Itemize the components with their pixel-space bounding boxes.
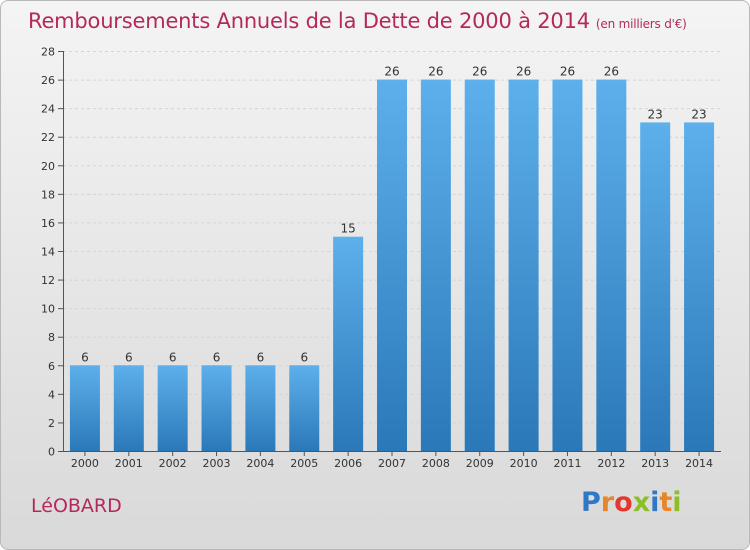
x-tick-label: 2004 bbox=[246, 457, 274, 470]
x-tick-label: 2006 bbox=[334, 457, 362, 470]
y-tick-label: 6 bbox=[48, 360, 55, 373]
bar-value-label: 6 bbox=[125, 350, 133, 364]
bar-value-label: 6 bbox=[300, 350, 308, 364]
bar-value-label: 15 bbox=[340, 222, 355, 236]
bar-value-label: 6 bbox=[169, 350, 177, 364]
logo-letter: t bbox=[659, 487, 673, 518]
bar bbox=[596, 79, 627, 452]
y-tick-label: 2 bbox=[48, 417, 55, 430]
bar bbox=[684, 122, 715, 451]
y-tick-label: 22 bbox=[41, 131, 55, 144]
logo-letter: x bbox=[632, 487, 651, 518]
bar-value-label: 6 bbox=[257, 350, 265, 364]
bar-value-label: 26 bbox=[472, 65, 487, 79]
x-tick-label: 2001 bbox=[115, 457, 143, 470]
bar bbox=[552, 79, 583, 452]
bar bbox=[201, 365, 232, 451]
bar-value-label: 6 bbox=[81, 350, 89, 364]
x-tick-label: 2011 bbox=[553, 457, 581, 470]
y-tick-label: 12 bbox=[41, 274, 55, 287]
bar bbox=[333, 236, 364, 451]
proxiti-logo: Proxiti bbox=[581, 487, 682, 518]
bar bbox=[113, 365, 144, 451]
commune-name: LéOBARD bbox=[31, 495, 122, 517]
bars: 6 6 6 6 6 6 15 26 26 26 26 26 26 23 23 bbox=[69, 65, 715, 452]
bar-value-label: 23 bbox=[648, 107, 663, 121]
bar bbox=[464, 79, 495, 452]
x-tick-label: 2012 bbox=[597, 457, 625, 470]
bar bbox=[289, 365, 320, 451]
bar-value-label: 26 bbox=[516, 65, 531, 79]
chart-unit: (en milliers d'€) bbox=[595, 17, 687, 31]
bar bbox=[69, 365, 100, 451]
bar bbox=[377, 79, 407, 452]
bar bbox=[157, 365, 188, 451]
y-tick-label: 8 bbox=[48, 331, 55, 344]
bar-value-label: 23 bbox=[691, 107, 706, 121]
bar-value-label: 26 bbox=[604, 65, 619, 79]
y-tick-label: 18 bbox=[41, 188, 55, 201]
y-tick-label: 16 bbox=[41, 217, 55, 230]
bar-value-label: 6 bbox=[213, 350, 221, 364]
logo-letter: i bbox=[650, 487, 660, 518]
y-tick-label: 4 bbox=[48, 388, 55, 401]
logo-letter: P bbox=[581, 487, 601, 518]
bar-value-label: 26 bbox=[560, 65, 575, 79]
x-tick-label: 2007 bbox=[378, 457, 406, 470]
x-tick-label: 2013 bbox=[641, 457, 669, 470]
logo-letter: r bbox=[600, 487, 615, 518]
y-tick-label: 28 bbox=[41, 46, 55, 59]
bar bbox=[508, 79, 539, 452]
bar-value-label: 26 bbox=[384, 65, 399, 79]
y-tick-label: 10 bbox=[41, 303, 55, 316]
y-tick-label: 24 bbox=[41, 103, 55, 116]
logo-letter: i bbox=[672, 487, 682, 518]
y-tick-label: 14 bbox=[41, 246, 55, 259]
x-tick-label: 2005 bbox=[290, 457, 318, 470]
y-tick-label: 26 bbox=[41, 74, 55, 87]
x-tick-label: 2010 bbox=[510, 457, 538, 470]
chart-title-text: Remboursements Annuels de la Dette de 20… bbox=[28, 9, 590, 33]
y-tick-label: 0 bbox=[48, 446, 55, 459]
x-tick-label: 2003 bbox=[203, 457, 231, 470]
y-tick-label: 20 bbox=[41, 160, 55, 173]
x-tick-label: 2008 bbox=[422, 457, 450, 470]
bar-value-label: 26 bbox=[428, 65, 443, 79]
x-tick-label: 2009 bbox=[466, 457, 494, 470]
x-tick-label: 2000 bbox=[71, 457, 99, 470]
proxiti-logo-text: Proxiti bbox=[581, 487, 682, 518]
bar bbox=[640, 122, 671, 451]
chart-title: Remboursements Annuels de la Dette de 20… bbox=[28, 9, 687, 33]
bar bbox=[420, 79, 451, 452]
x-tick-label: 2014 bbox=[685, 457, 713, 470]
x-tick-label: 2002 bbox=[159, 457, 187, 470]
logo-letter: o bbox=[614, 487, 633, 518]
bar bbox=[245, 365, 276, 451]
